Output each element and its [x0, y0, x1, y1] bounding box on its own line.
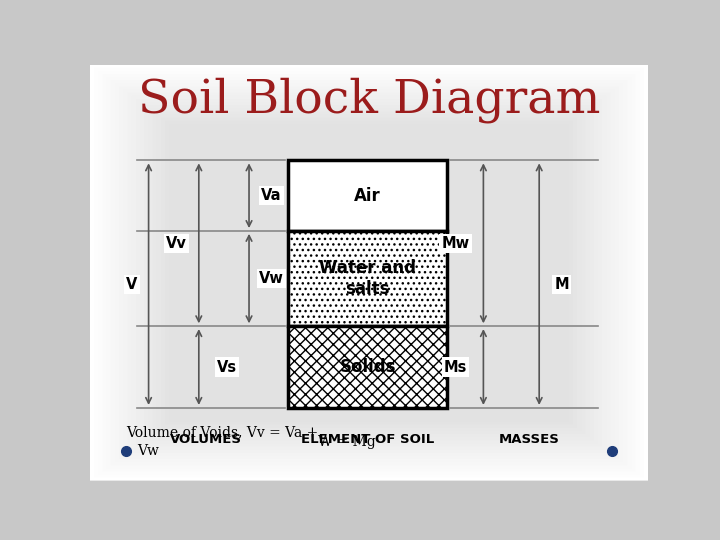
FancyBboxPatch shape [102, 74, 636, 471]
FancyBboxPatch shape [145, 105, 593, 440]
Text: Vv: Vv [166, 236, 187, 251]
FancyBboxPatch shape [120, 86, 618, 459]
FancyBboxPatch shape [157, 114, 581, 431]
Text: Ms: Ms [444, 360, 467, 375]
FancyBboxPatch shape [140, 102, 598, 443]
Bar [288, 326, 447, 408]
Text: VOLUMES: VOLUMES [170, 433, 242, 446]
FancyBboxPatch shape [132, 96, 606, 449]
FancyBboxPatch shape [153, 112, 585, 434]
FancyBboxPatch shape [94, 68, 644, 477]
Text: ELEMENT OF SOIL: ELEMENT OF SOIL [301, 433, 434, 446]
Text: MASSES: MASSES [499, 433, 560, 446]
Text: Va: Va [261, 188, 282, 203]
FancyBboxPatch shape [107, 77, 631, 468]
Text: Soil Block Diagram: Soil Block Diagram [138, 77, 600, 123]
Text: Vw: Vw [138, 444, 159, 458]
Text: Vs: Vs [217, 360, 237, 375]
FancyBboxPatch shape [99, 71, 639, 474]
FancyBboxPatch shape [161, 118, 577, 428]
Text: Solids: Solids [339, 358, 396, 376]
Text: M: M [554, 276, 569, 292]
FancyBboxPatch shape [136, 99, 602, 446]
Text: Water and
salts: Water and salts [319, 259, 416, 298]
FancyBboxPatch shape [127, 93, 611, 453]
Text: Vw: Vw [259, 271, 284, 286]
FancyBboxPatch shape [166, 121, 572, 424]
FancyBboxPatch shape [124, 90, 615, 456]
Text: Volume of Voids, Vv = Va +: Volume of Voids, Vv = Va + [126, 426, 318, 440]
Text: Mw: Mw [441, 236, 469, 251]
Text: W = Mg: W = Mg [318, 435, 376, 449]
FancyBboxPatch shape [90, 65, 648, 481]
FancyBboxPatch shape [111, 80, 627, 465]
FancyBboxPatch shape [148, 109, 590, 437]
Bar [288, 231, 447, 326]
FancyBboxPatch shape [169, 124, 569, 421]
Text: V: V [126, 276, 138, 292]
FancyBboxPatch shape [115, 84, 623, 462]
Bar [288, 160, 447, 231]
Text: Air: Air [354, 187, 381, 205]
